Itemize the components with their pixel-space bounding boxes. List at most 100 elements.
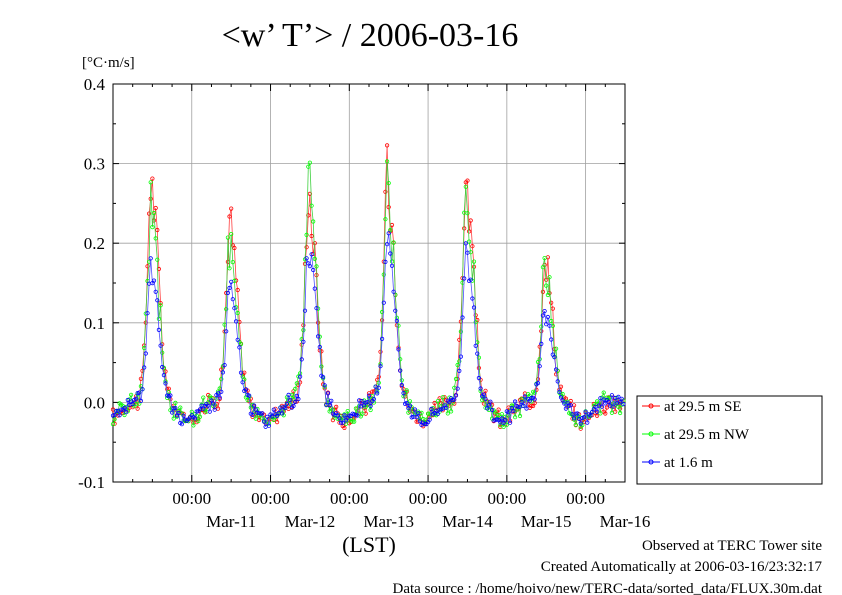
- series-point-3: [227, 285, 232, 291]
- series-point-3: [389, 263, 395, 268]
- series-point-3: [170, 410, 175, 415]
- legend-label: at 29.5 m SE: [664, 399, 742, 415]
- series-point-3: [478, 386, 483, 391]
- series-point-3: [578, 421, 583, 426]
- series-point-2: [150, 225, 155, 230]
- series-point-3: [544, 322, 549, 327]
- series-point-2: [148, 180, 153, 185]
- series-point-2: [499, 412, 504, 417]
- series-point-3: [327, 402, 332, 408]
- series-point-3: [294, 393, 299, 398]
- series-point-3: [234, 319, 239, 324]
- series-point-3: [284, 401, 289, 406]
- series-point-3: [219, 389, 224, 394]
- series-point-2: [440, 395, 445, 400]
- series-point-2: [129, 392, 134, 397]
- series-point-2: [617, 410, 623, 416]
- series-point-3: [381, 300, 386, 305]
- series-point-3: [279, 411, 285, 416]
- series-point-3: [404, 400, 409, 406]
- series-point-1: [483, 388, 488, 393]
- series-point-2: [381, 272, 386, 277]
- y-axis-unit: [°C·m/s]: [82, 55, 135, 71]
- series-point-3: [553, 367, 559, 372]
- series-point-3: [455, 386, 460, 391]
- series-point-2: [368, 407, 373, 413]
- series-point-1: [476, 365, 481, 371]
- chart-title: <w’ T’> / 2006-03-16: [222, 17, 519, 54]
- series-point-2: [379, 309, 385, 315]
- series-point-3: [443, 405, 449, 410]
- series-point-2: [173, 400, 178, 405]
- x-tick-time: 00:00: [251, 489, 290, 508]
- series-point-3: [486, 403, 491, 408]
- series-point-2: [616, 404, 621, 409]
- series-point-2: [153, 236, 158, 241]
- series-point-2: [458, 329, 463, 334]
- series-point-2: [512, 415, 518, 420]
- series-point-3: [225, 290, 230, 295]
- series-point-3: [286, 392, 291, 397]
- series-point-2: [178, 405, 183, 410]
- series-point-3: [360, 399, 365, 404]
- series-point-2: [350, 419, 355, 424]
- series-point-3: [322, 383, 327, 388]
- series-point-1: [386, 205, 391, 210]
- footer-source: Data source : /home/hoivo/new/TERC-data/…: [393, 581, 823, 595]
- series-point-2: [435, 398, 440, 404]
- series-point-2: [360, 411, 365, 416]
- series-point-3: [435, 411, 440, 416]
- series-point-3: [407, 403, 413, 408]
- series-point-3: [475, 351, 480, 356]
- series-point-2: [229, 232, 234, 237]
- series-point-3: [563, 406, 569, 411]
- y-tick-label: 0.4: [84, 75, 106, 94]
- series-point-2: [151, 210, 157, 216]
- series-point-1: [526, 402, 531, 407]
- series-point-2: [466, 239, 472, 244]
- series-point-1: [468, 218, 473, 223]
- series-point-3: [291, 403, 296, 409]
- series-point-2: [553, 346, 559, 351]
- series-point-3: [156, 327, 161, 332]
- series-point-2: [253, 416, 258, 421]
- series-point-3: [312, 286, 317, 291]
- series-point-1: [540, 289, 546, 294]
- series-point-2: [307, 160, 312, 165]
- series-point-3: [240, 380, 245, 385]
- series-point-2: [304, 232, 309, 237]
- series-point-3: [337, 416, 342, 421]
- series-point-2: [544, 283, 549, 288]
- series-point-3: [394, 318, 399, 323]
- series-point-3: [376, 385, 381, 390]
- series-point-2: [112, 417, 117, 422]
- series-point-3: [176, 410, 181, 415]
- x-tick-time: 00:00: [409, 489, 448, 508]
- series-point-3: [247, 393, 252, 398]
- series-point-3: [140, 387, 145, 392]
- series-point-3: [368, 403, 373, 409]
- series-point-2: [448, 409, 454, 414]
- series-point-3: [489, 407, 495, 413]
- series-point-3: [317, 344, 322, 350]
- series-point-3: [145, 311, 150, 316]
- series-point-3: [163, 381, 168, 386]
- x-axis: 00:00 Mar-11 00:00 Mar-12 00:00 Mar-13 00:00 Ma…: [112, 84, 650, 531]
- series-point-3: [238, 370, 244, 375]
- series-point-3: [130, 401, 135, 407]
- series-point-3: [429, 406, 434, 411]
- series-point-2: [301, 327, 306, 333]
- x-tick-date: Mar-12: [285, 512, 336, 531]
- series-point-3: [499, 416, 504, 421]
- series-point-3: [398, 368, 403, 373]
- series-group: [110, 143, 626, 431]
- series-point-2: [463, 184, 468, 189]
- series-point-3: [122, 405, 127, 410]
- series-point-3: [266, 423, 271, 428]
- series-point-3: [114, 408, 119, 413]
- series-point-1: [145, 264, 150, 269]
- x-tick-time: 00:00: [330, 489, 369, 508]
- series-point-3: [412, 407, 417, 412]
- series-point-1: [534, 387, 539, 392]
